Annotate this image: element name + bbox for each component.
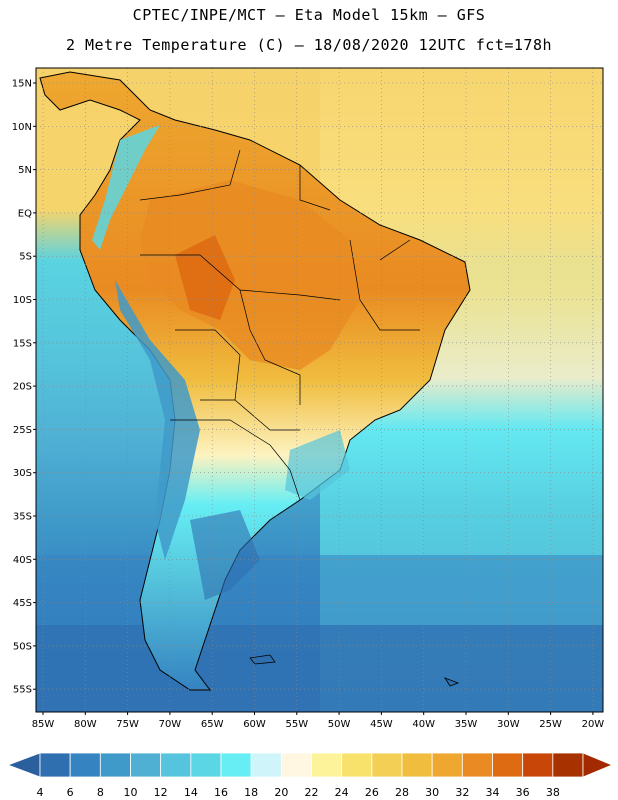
colorbar-label: 30 bbox=[425, 786, 439, 799]
andes-north bbox=[92, 125, 160, 250]
patagonia-cold bbox=[190, 510, 260, 600]
lon-label: 50W bbox=[328, 719, 351, 730]
lat-label: 15S bbox=[13, 338, 32, 349]
colorbar-swatch bbox=[280, 752, 312, 778]
colorbar-swatch bbox=[220, 752, 252, 778]
lat-label: 10N bbox=[12, 122, 32, 133]
lon-label: 45W bbox=[370, 719, 393, 730]
lat-label: 15N bbox=[12, 79, 32, 90]
colorbar-label: 22 bbox=[305, 786, 319, 799]
south-georgia-island bbox=[444, 677, 460, 687]
colorbar-swatch bbox=[401, 752, 433, 778]
andes-south bbox=[115, 280, 200, 560]
lat-label: 35S bbox=[13, 512, 32, 523]
colorbar-swatch bbox=[341, 752, 373, 778]
lon-label: 80W bbox=[74, 719, 97, 730]
lat-label: 40S bbox=[13, 555, 32, 566]
colorbar-swatch bbox=[130, 752, 162, 778]
colorbar-swatch bbox=[311, 752, 343, 778]
country-borders bbox=[139, 149, 420, 501]
colorbar-label: 18 bbox=[244, 786, 258, 799]
lon-label: 65W bbox=[201, 719, 224, 730]
colorbar-label: 10 bbox=[124, 786, 138, 799]
warm-interior bbox=[140, 180, 360, 370]
latitude-labels: 15N 10N 5N EQ 5S 10S 15S 20S 25S 30S 35S 40S 45S 50S 5… bbox=[12, 79, 36, 696]
map-frame bbox=[35, 67, 604, 713]
colorbar-swatch bbox=[39, 752, 71, 778]
chart-title-line2: 2 Metre Temperature (C) – 18/08/2020 12U… bbox=[65, 36, 553, 54]
colorbar-label: 34 bbox=[486, 786, 500, 799]
colorbar-swatch bbox=[522, 752, 554, 778]
colorbar-swatch bbox=[461, 752, 493, 778]
colorbar-high-arrow bbox=[582, 752, 614, 778]
colorbar-label: 28 bbox=[395, 786, 409, 799]
lat-label: 55S bbox=[13, 685, 32, 696]
colorbar-swatch bbox=[492, 752, 524, 778]
colorbar-label: 16 bbox=[214, 786, 228, 799]
lat-label: 45S bbox=[13, 598, 32, 609]
colorbar-label: 14 bbox=[184, 786, 198, 799]
colorbar-swatch bbox=[431, 752, 463, 778]
colorbar: 4 6 8 10 12 14 16 18 20 22 24 26 28 30 32 34 36 38 bbox=[6, 752, 614, 799]
longitude-labels: 85W 80W 75W 70W 65W 60W 55W 50W 45W 40W 35W 30W 25W 2… bbox=[32, 712, 605, 730]
colorbar-label: 20 bbox=[274, 786, 288, 799]
lat-label: 25S bbox=[13, 425, 32, 436]
lon-label: 85W bbox=[32, 719, 55, 730]
colorbar-label: 26 bbox=[365, 786, 379, 799]
lat-label: 50S bbox=[13, 641, 32, 652]
colorbar-swatch bbox=[190, 752, 222, 778]
lon-label: 55W bbox=[285, 719, 308, 730]
colorbar-swatch bbox=[250, 752, 282, 778]
colorbar-swatch bbox=[371, 752, 403, 778]
colorbar-label: 8 bbox=[97, 786, 104, 799]
lon-label: 30W bbox=[497, 719, 520, 730]
colorbar-label: 12 bbox=[154, 786, 168, 799]
lon-label: 60W bbox=[243, 719, 266, 730]
colorbar-swatch bbox=[552, 752, 584, 778]
colorbar-label: 24 bbox=[335, 786, 349, 799]
lon-label: 75W bbox=[116, 719, 139, 730]
colorbar-swatch bbox=[69, 752, 101, 778]
south-brazil-cool bbox=[285, 430, 350, 500]
colorbar-label: 32 bbox=[455, 786, 469, 799]
lat-label: EQ bbox=[18, 208, 32, 219]
lon-label: 40W bbox=[412, 719, 435, 730]
colorbar-low-arrow bbox=[6, 752, 41, 778]
chart-title-line1: CPTEC/INPE/MCT – Eta Model 15km – GFS bbox=[132, 6, 486, 24]
lon-label: 25W bbox=[539, 719, 562, 730]
colorbar-swatch bbox=[160, 752, 192, 778]
lat-label: 10S bbox=[13, 295, 32, 306]
colorbar-label: 36 bbox=[516, 786, 530, 799]
colorbar-label: 38 bbox=[546, 786, 560, 799]
lon-label: 35W bbox=[455, 719, 478, 730]
graticule bbox=[36, 68, 603, 712]
lat-label: 20S bbox=[13, 382, 32, 393]
lon-label: 20W bbox=[582, 719, 605, 730]
lat-label: 5N bbox=[18, 165, 32, 176]
lon-label: 70W bbox=[159, 719, 182, 730]
map-area bbox=[36, 68, 603, 712]
lat-label: 5S bbox=[19, 252, 32, 263]
colorbar-label: 4 bbox=[37, 786, 44, 799]
colorbar-swatch bbox=[99, 752, 131, 778]
colorbar-label: 6 bbox=[67, 786, 74, 799]
lat-label: 30S bbox=[13, 468, 32, 479]
falkland-islands bbox=[249, 654, 276, 665]
